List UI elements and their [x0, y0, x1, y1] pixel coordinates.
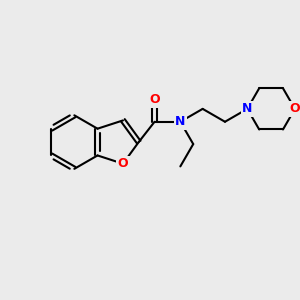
- Text: N: N: [242, 102, 253, 116]
- Text: O: O: [118, 157, 128, 170]
- Text: N: N: [242, 102, 253, 116]
- Text: O: O: [290, 102, 300, 116]
- Text: O: O: [149, 94, 160, 106]
- Text: N: N: [175, 115, 185, 128]
